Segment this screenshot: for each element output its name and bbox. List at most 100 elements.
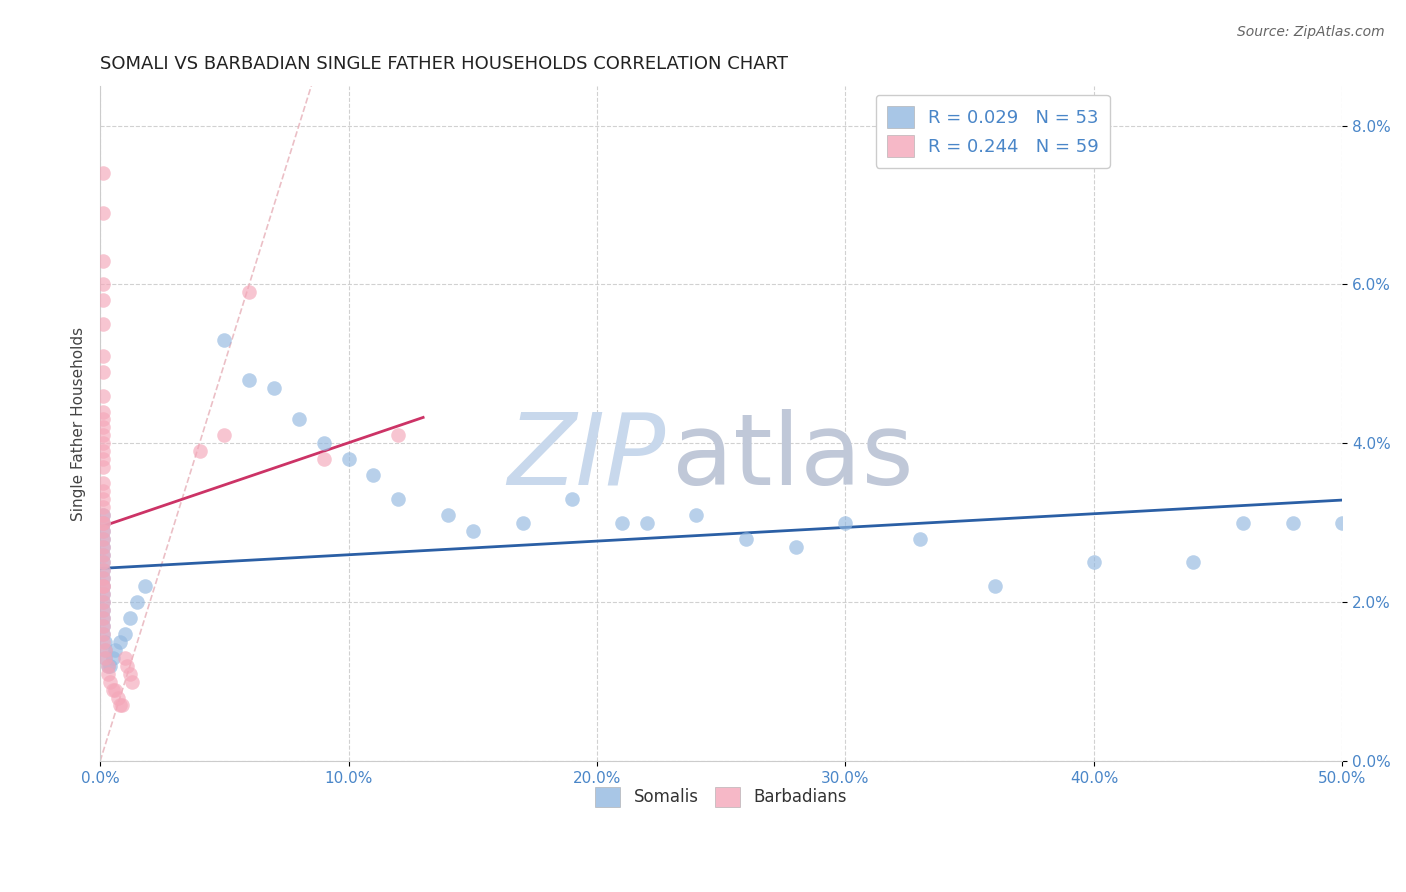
- Point: [134, 579, 156, 593]
- Point: [461, 524, 484, 538]
- Point: [91, 460, 114, 475]
- Point: [214, 333, 236, 347]
- Point: [91, 627, 114, 641]
- Point: [91, 516, 114, 530]
- Point: [908, 532, 931, 546]
- Point: [1281, 516, 1303, 530]
- Point: [104, 682, 127, 697]
- Point: [91, 556, 114, 570]
- Point: [91, 540, 114, 554]
- Point: [188, 444, 211, 458]
- Text: Source: ZipAtlas.com: Source: ZipAtlas.com: [1237, 25, 1385, 39]
- Point: [94, 650, 117, 665]
- Point: [561, 491, 583, 506]
- Point: [238, 285, 260, 300]
- Point: [91, 436, 114, 450]
- Point: [91, 412, 114, 426]
- Point: [91, 540, 114, 554]
- Legend: Somalis, Barbadians: Somalis, Barbadians: [589, 780, 853, 814]
- Point: [312, 452, 335, 467]
- Point: [91, 627, 114, 641]
- Point: [117, 658, 139, 673]
- Point: [94, 635, 117, 649]
- Point: [97, 666, 120, 681]
- Point: [91, 611, 114, 625]
- Point: [91, 404, 114, 418]
- Point: [114, 650, 136, 665]
- Point: [101, 650, 124, 665]
- Point: [91, 508, 114, 522]
- Point: [91, 595, 114, 609]
- Point: [91, 619, 114, 633]
- Point: [91, 206, 114, 220]
- Point: [288, 412, 311, 426]
- Point: [91, 483, 114, 498]
- Point: [610, 516, 633, 530]
- Point: [91, 293, 114, 308]
- Point: [91, 349, 114, 363]
- Point: [91, 563, 114, 577]
- Point: [97, 658, 120, 673]
- Point: [91, 548, 114, 562]
- Point: [91, 500, 114, 514]
- Point: [91, 563, 114, 577]
- Point: [91, 444, 114, 458]
- Point: [91, 548, 114, 562]
- Point: [91, 579, 114, 593]
- Point: [91, 508, 114, 522]
- Point: [118, 611, 141, 625]
- Point: [437, 508, 460, 522]
- Point: [91, 491, 114, 506]
- Point: [91, 420, 114, 434]
- Point: [91, 595, 114, 609]
- Text: atlas: atlas: [672, 409, 914, 506]
- Point: [735, 532, 758, 546]
- Point: [91, 571, 114, 585]
- Point: [1331, 516, 1354, 530]
- Text: ZIP: ZIP: [508, 409, 665, 506]
- Point: [91, 603, 114, 617]
- Point: [91, 524, 114, 538]
- Point: [1182, 556, 1205, 570]
- Point: [91, 516, 114, 530]
- Point: [91, 365, 114, 379]
- Point: [94, 643, 117, 657]
- Point: [91, 619, 114, 633]
- Point: [91, 579, 114, 593]
- Point: [91, 579, 114, 593]
- Point: [785, 540, 807, 554]
- Point: [94, 650, 117, 665]
- Point: [685, 508, 707, 522]
- Point: [91, 587, 114, 601]
- Text: SOMALI VS BARBADIAN SINGLE FATHER HOUSEHOLDS CORRELATION CHART: SOMALI VS BARBADIAN SINGLE FATHER HOUSEH…: [100, 55, 789, 73]
- Point: [214, 428, 236, 442]
- Point: [387, 491, 409, 506]
- Point: [91, 532, 114, 546]
- Point: [91, 635, 114, 649]
- Point: [94, 643, 117, 657]
- Point: [97, 658, 120, 673]
- Point: [983, 579, 1005, 593]
- Point: [1083, 556, 1105, 570]
- Point: [127, 595, 149, 609]
- Point: [91, 524, 114, 538]
- Point: [101, 682, 124, 697]
- Point: [363, 468, 385, 483]
- Point: [91, 317, 114, 331]
- Point: [111, 698, 134, 713]
- Point: [1232, 516, 1254, 530]
- Point: [91, 253, 114, 268]
- Point: [512, 516, 534, 530]
- Point: [834, 516, 856, 530]
- Point: [636, 516, 658, 530]
- Point: [91, 389, 114, 403]
- Point: [91, 476, 114, 491]
- Point: [121, 674, 143, 689]
- Point: [98, 674, 121, 689]
- Point: [263, 381, 285, 395]
- Point: [91, 277, 114, 292]
- Point: [104, 643, 127, 657]
- Point: [91, 587, 114, 601]
- Point: [91, 452, 114, 467]
- Point: [312, 436, 335, 450]
